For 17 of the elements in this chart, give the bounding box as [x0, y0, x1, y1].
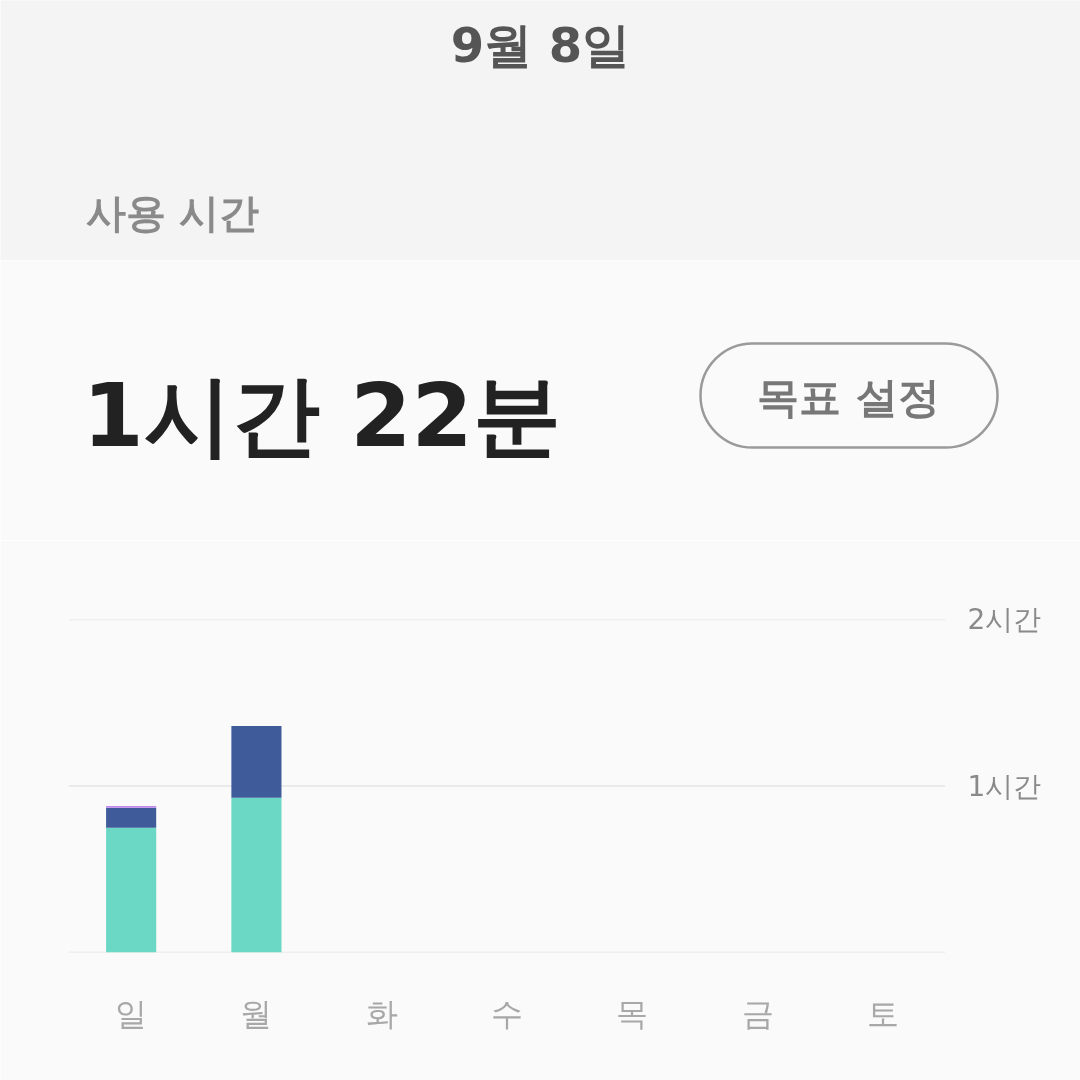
text: 목표 설정 [757, 373, 940, 422]
chart-subtitle: 사용 시간 [85, 189, 260, 236]
bar [231, 797, 282, 953]
chart-title: 9월 8일 [450, 16, 631, 73]
bar [106, 827, 157, 953]
x-tick-label: 화 [365, 994, 398, 1033]
bar [106, 807, 157, 828]
text: 1시간 22분 [82, 364, 561, 467]
y-tick-label: 2시간 [967, 603, 1042, 636]
x-tick-label: 일 [115, 994, 148, 1033]
x-tick-label: 수 [491, 994, 523, 1033]
x-tick-label: 금 [741, 994, 774, 1033]
x-tick-label: 토 [866, 994, 899, 1033]
y-tick-label: 1시간 [967, 769, 1042, 803]
x-tick-label: 목 [616, 994, 649, 1033]
bar [231, 726, 282, 798]
x-tick-label: 월 [240, 994, 273, 1033]
